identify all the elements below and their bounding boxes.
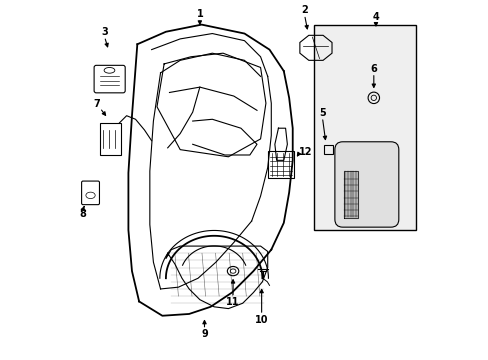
Bar (323, 145, 332, 154)
Text: 4: 4 (372, 13, 379, 22)
Text: 1: 1 (196, 9, 203, 19)
FancyBboxPatch shape (334, 142, 398, 227)
Bar (267, 152, 293, 178)
Bar (100, 123, 121, 155)
Text: 11: 11 (226, 297, 239, 307)
Text: 12: 12 (299, 147, 312, 157)
Text: 3: 3 (101, 27, 108, 37)
Text: 7: 7 (93, 99, 100, 109)
Text: 8: 8 (80, 209, 86, 219)
Bar (313, 24, 415, 230)
Text: 6: 6 (370, 64, 376, 73)
Text: 10: 10 (254, 315, 268, 325)
Text: 2: 2 (301, 5, 307, 15)
Polygon shape (343, 171, 357, 217)
Text: 5: 5 (318, 108, 325, 118)
Text: 9: 9 (201, 329, 207, 339)
